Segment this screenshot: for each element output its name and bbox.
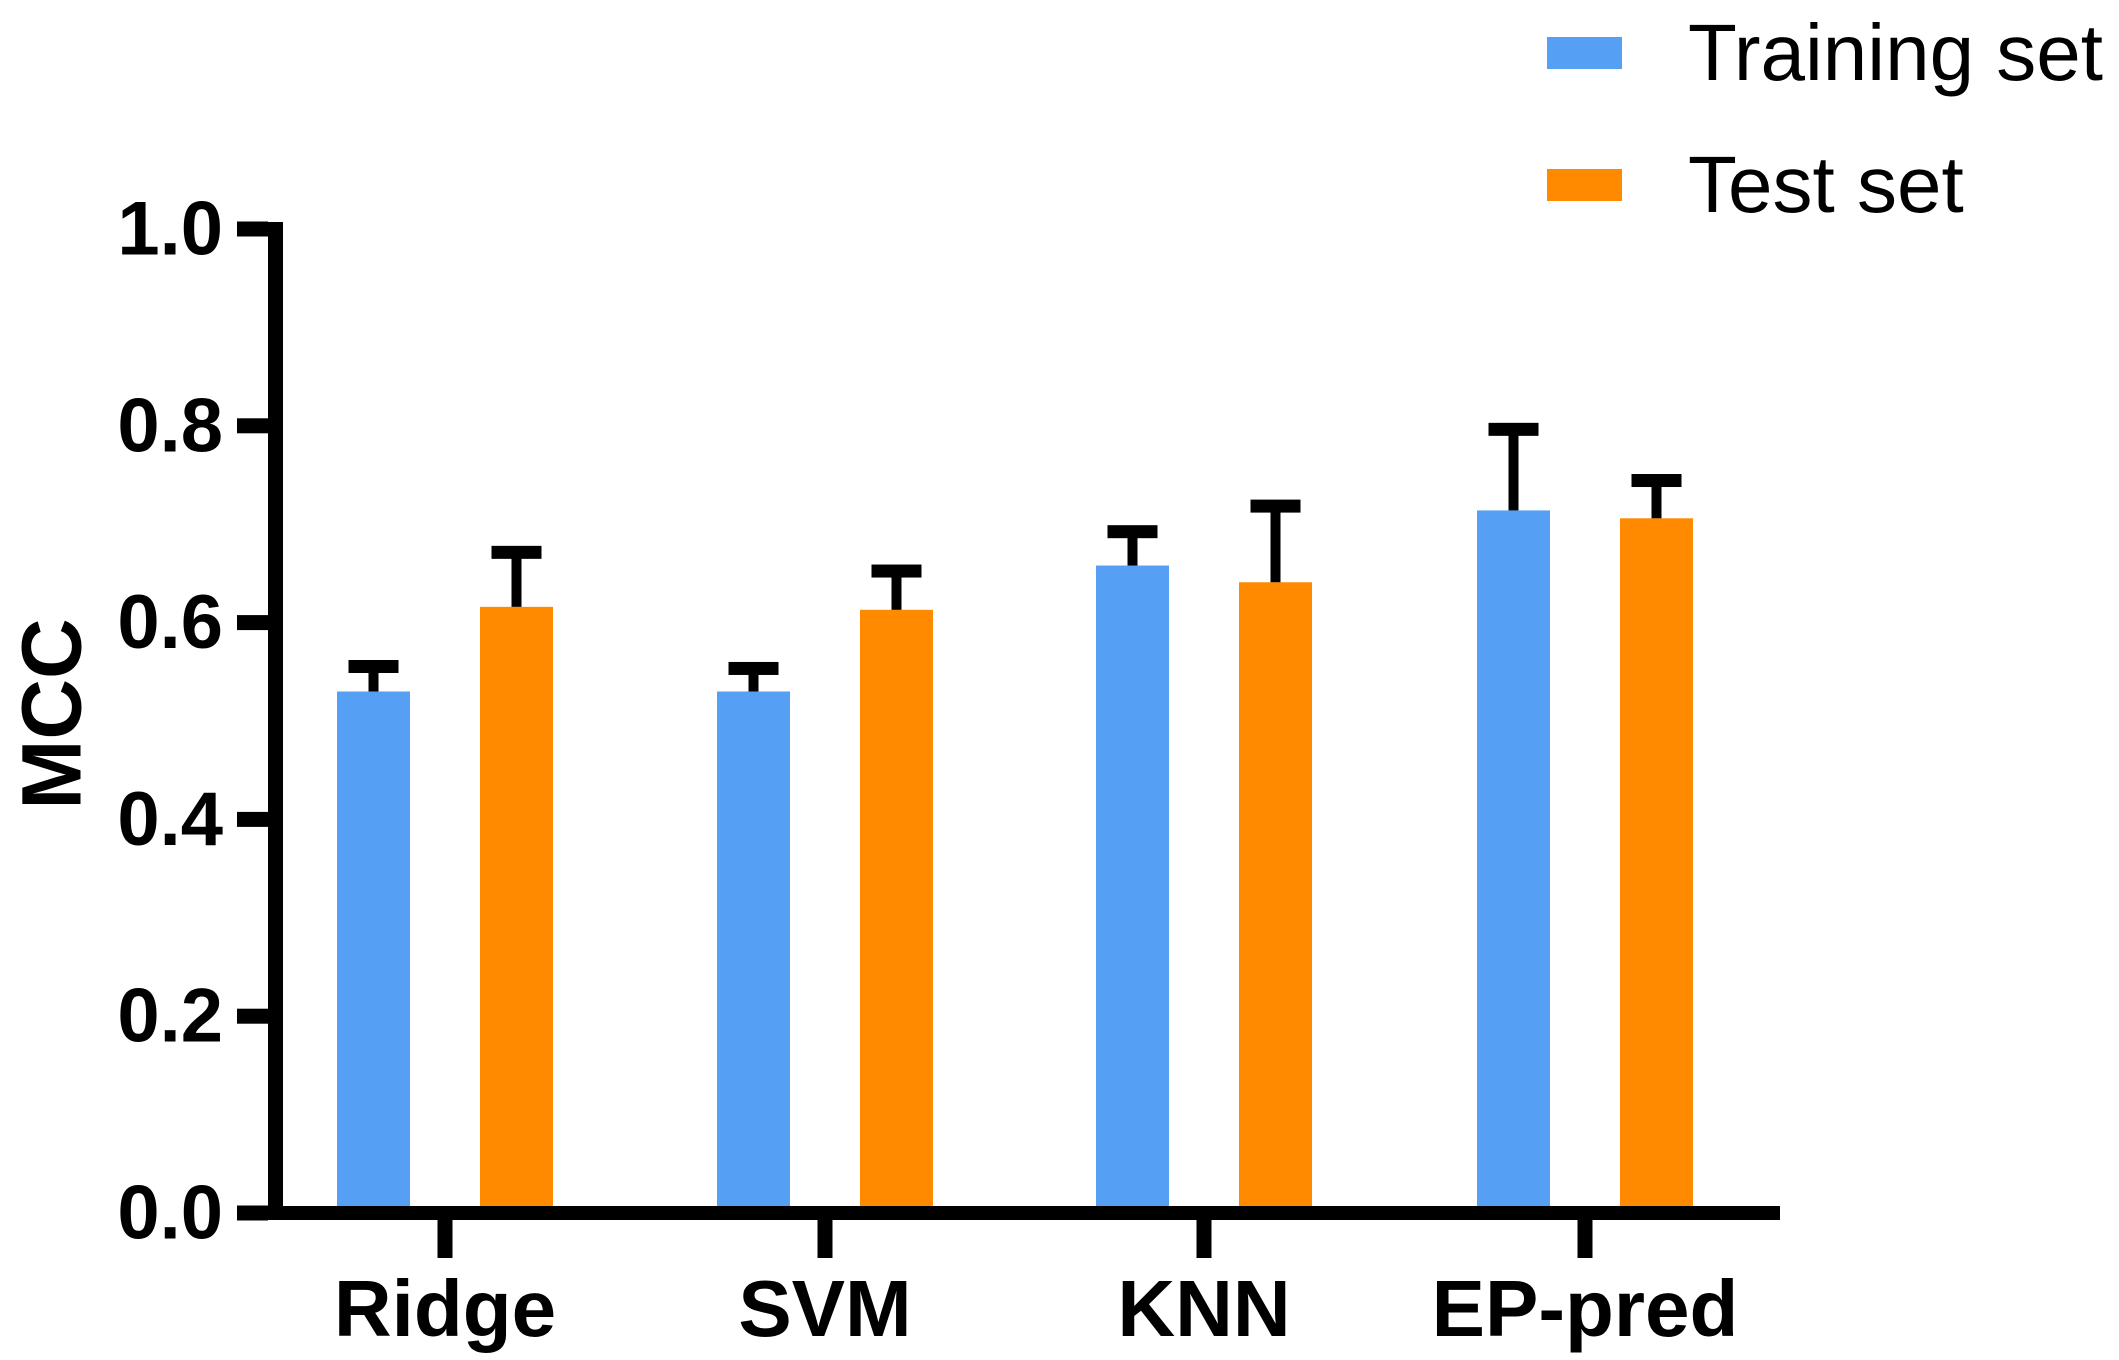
error-bar-stem: [748, 665, 759, 692]
y-tick-label: 0.2: [117, 974, 223, 1059]
error-bar-cap: [1488, 422, 1539, 436]
y-tick-label: 0.6: [117, 580, 223, 665]
y-tick: [237, 418, 268, 434]
bar-training-set-svm: [717, 691, 790, 1218]
category-label-ep-pred: EP-pred: [1432, 1264, 1739, 1353]
error-bar-cap: [871, 564, 922, 578]
bar-test-set-svm: [860, 609, 933, 1218]
y-tick: [237, 1205, 268, 1221]
legend-item-training-set: Training set: [1547, 8, 2103, 97]
y-tick-label: 0.4: [117, 777, 223, 862]
error-bar-stem: [1651, 478, 1662, 519]
y-tick-label: 0.0: [117, 1171, 223, 1256]
error-bar-cap: [1631, 474, 1682, 488]
test-set-swatch: [1547, 169, 1622, 201]
error-bar-stem: [1508, 426, 1519, 511]
bar-training-set-knn: [1096, 565, 1169, 1218]
bar-test-set-ep-pred: [1620, 518, 1693, 1218]
x-tick: [437, 1206, 453, 1258]
y-axis-title: MCC: [4, 618, 99, 810]
training-set-swatch: [1547, 37, 1622, 69]
error-bar-stem: [1270, 503, 1281, 583]
error-bar-cap: [348, 659, 399, 673]
bar-test-set-ridge: [480, 606, 553, 1218]
y-tick: [237, 615, 268, 631]
x-tick: [1196, 1206, 1212, 1258]
x-tick: [817, 1206, 833, 1258]
x-tick: [1577, 1206, 1593, 1258]
x-axis-line: [237, 1206, 1780, 1220]
error-bar-cap: [728, 661, 779, 675]
error-bar-stem: [1127, 529, 1138, 566]
y-tick-label: 1.0: [117, 187, 223, 272]
error-bar-stem: [511, 549, 522, 607]
legend-label-training-set: Training set: [1688, 8, 2103, 97]
y-tick: [237, 811, 268, 827]
error-bar-stem: [891, 568, 902, 610]
error-bar-cap: [1107, 525, 1158, 539]
category-label-svm: SVM: [738, 1264, 911, 1353]
bar-training-set-ridge: [337, 691, 410, 1218]
bar-training-set-ep-pred: [1477, 510, 1550, 1218]
legend-label-test-set: Test set: [1688, 140, 1964, 229]
y-tick: [237, 1008, 268, 1024]
legend-item-test-set: Test set: [1547, 140, 1964, 229]
category-label-knn: KNN: [1117, 1264, 1290, 1353]
y-tick-label: 0.8: [117, 383, 223, 468]
error-bar-cap: [1250, 499, 1301, 513]
category-label-ridge: Ridge: [334, 1264, 556, 1353]
y-axis-line: [268, 222, 283, 1220]
error-bar-stem: [368, 663, 379, 692]
error-bar-cap: [491, 545, 542, 559]
bar-test-set-knn: [1239, 582, 1312, 1218]
y-tick: [237, 221, 268, 237]
